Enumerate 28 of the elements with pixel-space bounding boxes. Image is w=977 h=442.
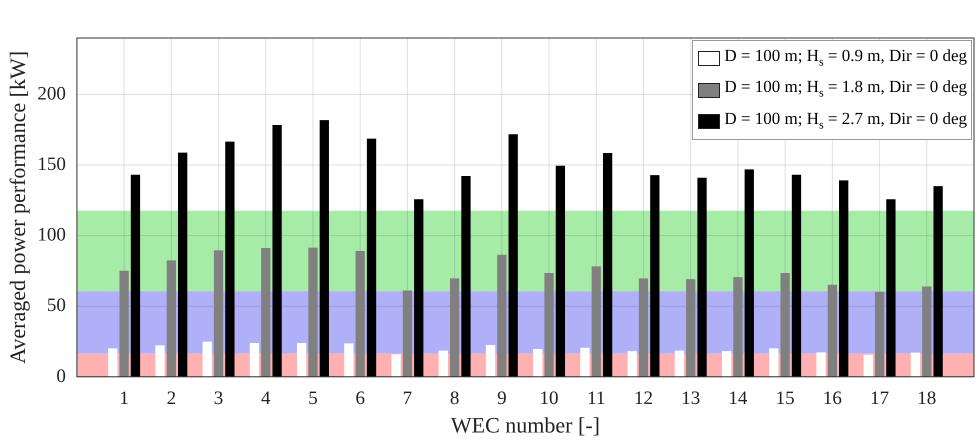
legend-label: D = 100 m; H$_{s}$ = 1.8 m, Dir = 0 deg — [724, 76, 967, 102]
x-tick-label: 5 — [308, 388, 318, 410]
y-tick-label: 200 — [37, 83, 66, 104]
y-tick-label: 50 — [46, 295, 66, 316]
legend-label: D = 100 m; H$_{s}$ = 2.7 m, Dir = 0 deg — [724, 108, 967, 134]
y-tick-label: 100 — [37, 224, 66, 246]
x-tick-label: 8 — [450, 388, 460, 410]
x-tick-label: 18 — [917, 388, 936, 410]
x-tick-label: 14 — [728, 388, 748, 410]
x-tick-label: 6 — [355, 388, 365, 410]
x-tick-label: 11 — [587, 388, 606, 410]
x-tick-label: 7 — [402, 388, 412, 410]
x-tick-label: 15 — [776, 388, 795, 410]
y-tick-label: 0 — [56, 366, 66, 387]
y-axis-title: Averaged power performance [kW] — [4, 50, 30, 364]
x-tick-label: 17 — [870, 388, 890, 410]
x-tick-label: 9 — [497, 388, 507, 410]
legend-label: D = 100 m; H$_{s}$ = 0.9 m, Dir = 0 deg — [724, 45, 967, 70]
x-tick-label: 13 — [681, 388, 700, 410]
x-tick-label: 1 — [119, 388, 129, 410]
x-tick-label: 2 — [166, 388, 176, 410]
x-tick-label: 12 — [634, 388, 653, 410]
x-tick-label: 16 — [822, 388, 842, 410]
x-tick-label: 3 — [214, 388, 224, 410]
x-tick-label: 10 — [540, 388, 559, 410]
x-tick-label: 4 — [261, 388, 272, 410]
x-axis-title: WEC number [-] — [450, 412, 600, 438]
y-tick-label: 150 — [37, 154, 66, 176]
